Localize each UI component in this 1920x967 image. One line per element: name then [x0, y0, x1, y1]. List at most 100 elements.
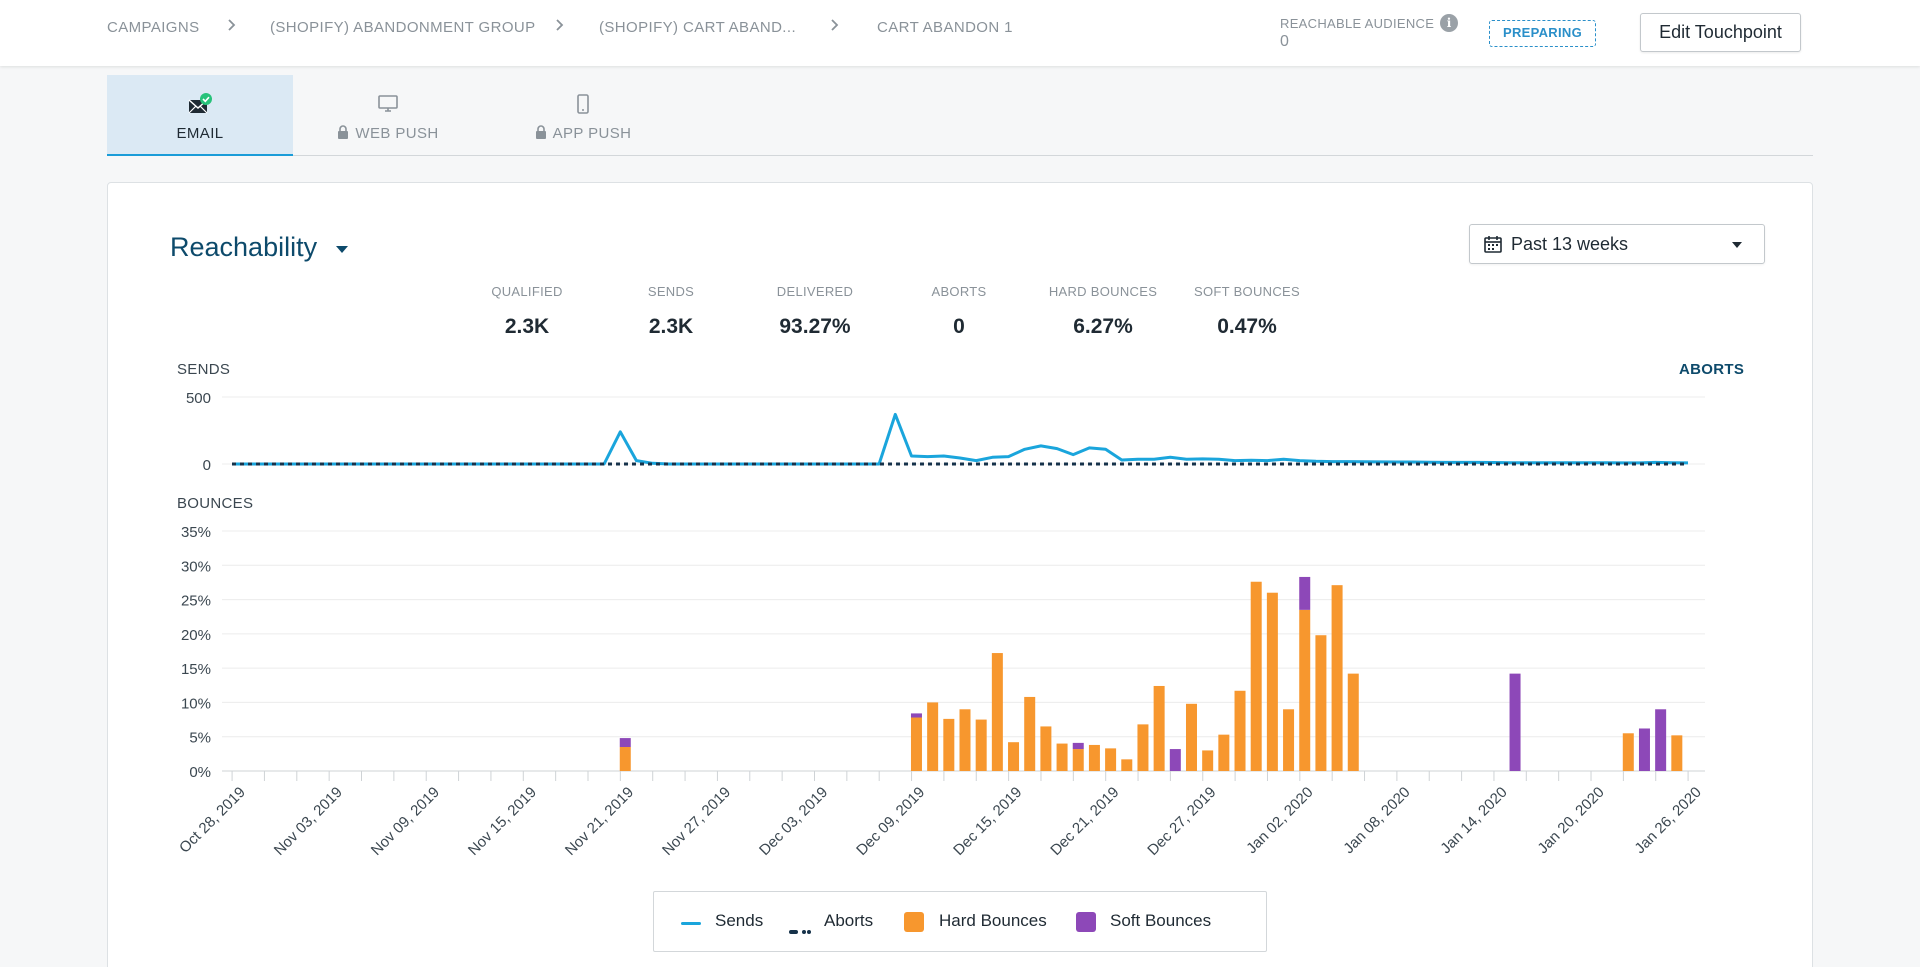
reachability-card	[107, 182, 1813, 967]
hard-bounce-bar	[1153, 685, 1165, 771]
hard-bounce-bar	[1072, 749, 1084, 771]
hard-bounce-bar	[1250, 581, 1262, 771]
tab-email-label: EMAIL	[176, 125, 224, 142]
hard-bounce-bar	[927, 702, 939, 771]
hard-bounce-bar	[1283, 709, 1295, 771]
soft-bounce-bar	[1655, 709, 1667, 771]
stat-qualified: QUALIFIED 2.3K	[491, 284, 563, 338]
stat-delivered: DELIVERED 93.27%	[776, 284, 854, 338]
tab-app-push[interactable]: APP PUSH	[490, 75, 676, 155]
bounces-y-tick-label: 35%	[181, 524, 211, 541]
hard-bounce-bar	[1218, 734, 1230, 771]
hard-bounce-bar	[619, 747, 631, 771]
hard-bounce-bar	[1315, 635, 1327, 771]
caret-down-icon	[1732, 242, 1742, 248]
bounces-y-tick-label: 0%	[189, 764, 211, 781]
legend-aborts-swatch	[789, 921, 811, 934]
aborts-axis-label: ABORTS	[1679, 361, 1745, 378]
mobile-icon	[575, 93, 591, 120]
stat-hard-bounces: HARD BOUNCES 6.27%	[1048, 284, 1158, 338]
tab-web-push[interactable]: WEB PUSH	[295, 75, 481, 155]
sends-y-tick-label: 0	[203, 457, 211, 474]
soft-bounce-bar	[1169, 749, 1181, 771]
email-icon	[187, 93, 213, 120]
breadcrumb-item-campaign[interactable]: (SHOPIFY) CART ABAND...	[599, 19, 797, 36]
x-tick-label: Oct 28, 2019	[176, 784, 249, 857]
date-range-value: Past 13 weeks	[1511, 234, 1629, 254]
tab-web-push-label: WEB PUSH	[355, 125, 439, 142]
x-tick-label: Dec 27, 2019	[1144, 784, 1219, 859]
hard-bounce-bar	[1056, 743, 1068, 771]
stat-aborts: ABORTS 0	[931, 284, 987, 338]
hard-bounce-bar	[1137, 724, 1149, 771]
hard-bounce-bar	[1040, 726, 1052, 771]
hard-bounce-bar	[910, 717, 922, 771]
legend-aborts[interactable]: Aborts	[824, 911, 874, 930]
soft-bounce-bar	[1072, 742, 1084, 750]
lock-icon	[535, 125, 547, 143]
hard-bounce-bar	[1088, 744, 1100, 771]
hard-bounce-bar	[1024, 696, 1036, 771]
hard-bounce-bar	[1121, 759, 1133, 771]
x-tick-label: Jan 20, 2020	[1534, 784, 1607, 857]
hard-bounce-bar	[975, 719, 987, 771]
stat-sends: SENDS 2.3K	[647, 284, 695, 338]
hard-bounce-bar	[1008, 742, 1020, 771]
x-tick-label: Jan 26, 2020	[1631, 784, 1704, 857]
bounces-y-tick-label: 5%	[189, 730, 211, 747]
info-icon[interactable]: i	[1440, 14, 1458, 32]
channel-tabs: EMAIL WEB PUSH APP PUSH	[107, 75, 1813, 156]
date-range-select[interactable]: Past 13 weeks	[1469, 224, 1765, 264]
x-tick-label: Jan 02, 2020	[1243, 784, 1316, 857]
reachable-audience-label: REACHABLE AUDIENCE	[1280, 16, 1435, 31]
tab-app-push-label: APP PUSH	[552, 125, 632, 142]
legend-hard-bounces[interactable]: Hard Bounces	[939, 911, 1047, 930]
bounces-y-tick-label: 30%	[181, 558, 211, 575]
legend-hard-swatch	[904, 912, 924, 932]
calendar-icon	[1484, 235, 1502, 258]
soft-bounce-bar	[1299, 576, 1311, 610]
lock-icon	[337, 125, 349, 143]
bounces-y-tick-label: 20%	[181, 627, 211, 644]
chevron-right-icon	[225, 15, 239, 35]
tab-email[interactable]: EMAIL	[107, 75, 293, 156]
hard-bounce-bar	[1622, 733, 1634, 771]
soft-bounce-bar	[1638, 728, 1650, 771]
bounces-y-tick-label: 15%	[181, 661, 211, 678]
breadcrumb-item-group[interactable]: (SHOPIFY) ABANDONMENT GROUP	[270, 19, 536, 36]
chevron-right-icon	[828, 15, 842, 35]
sends-series-line	[232, 412, 1689, 466]
hard-bounce-bar	[1671, 735, 1683, 771]
bounces-axis-label: BOUNCES	[177, 495, 254, 512]
x-tick-label: Dec 09, 2019	[853, 784, 928, 859]
x-tick-label: Jan 14, 2020	[1437, 784, 1510, 857]
stat-soft-bounces: SOFT BOUNCES 0.47%	[1194, 284, 1300, 338]
hard-bounce-bar	[1347, 673, 1359, 771]
hard-bounce-bar	[1331, 585, 1343, 771]
hard-bounce-bar	[959, 709, 971, 771]
soft-bounce-bar	[619, 738, 631, 747]
x-tick-label: Dec 15, 2019	[950, 784, 1025, 859]
x-tick-label: Dec 21, 2019	[1047, 784, 1122, 859]
caret-down-icon[interactable]	[336, 246, 348, 253]
hard-bounce-bar	[991, 653, 1003, 771]
legend-soft-swatch	[1076, 912, 1096, 932]
hard-bounce-bar	[1185, 703, 1197, 771]
edit-touchpoint-button[interactable]: Edit Touchpoint	[1640, 13, 1801, 52]
x-tick-label: Nov 21, 2019	[562, 784, 637, 859]
hard-bounce-bar	[1266, 592, 1278, 771]
breadcrumb-item-campaigns[interactable]: CAMPAIGNS	[107, 19, 200, 36]
monitor-icon	[377, 93, 399, 118]
soft-bounce-bar	[910, 713, 922, 718]
reachable-audience-value: 0	[1280, 33, 1289, 50]
legend-sends[interactable]: Sends	[715, 911, 764, 930]
hard-bounce-bar	[943, 718, 955, 771]
hard-bounce-bar	[1105, 748, 1117, 771]
hard-bounce-bar	[1299, 609, 1311, 771]
sends-axis-label: SENDS	[177, 361, 231, 378]
metric-selector[interactable]: Reachability	[170, 232, 318, 262]
legend-soft-bounces[interactable]: Soft Bounces	[1110, 911, 1212, 930]
hard-bounce-bar	[1234, 690, 1246, 771]
status-badge: PREPARING	[1489, 20, 1596, 47]
